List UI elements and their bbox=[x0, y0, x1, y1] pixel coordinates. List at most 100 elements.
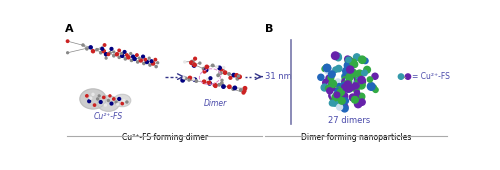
Circle shape bbox=[350, 59, 354, 64]
Circle shape bbox=[238, 75, 242, 79]
Circle shape bbox=[238, 75, 240, 77]
Circle shape bbox=[105, 57, 107, 59]
Circle shape bbox=[116, 53, 118, 56]
Circle shape bbox=[148, 57, 150, 59]
Text: 27 dimers: 27 dimers bbox=[328, 116, 370, 125]
Circle shape bbox=[202, 80, 206, 83]
Circle shape bbox=[350, 69, 357, 77]
Circle shape bbox=[326, 75, 332, 81]
Circle shape bbox=[108, 99, 110, 101]
Circle shape bbox=[130, 53, 132, 54]
Circle shape bbox=[220, 72, 222, 74]
Circle shape bbox=[343, 84, 349, 91]
Circle shape bbox=[342, 73, 348, 79]
Circle shape bbox=[330, 95, 336, 101]
Circle shape bbox=[339, 84, 345, 89]
Circle shape bbox=[368, 83, 375, 90]
Circle shape bbox=[188, 79, 190, 81]
Circle shape bbox=[104, 44, 106, 46]
Circle shape bbox=[346, 73, 352, 80]
Circle shape bbox=[235, 74, 238, 77]
Circle shape bbox=[154, 58, 156, 61]
Circle shape bbox=[110, 102, 113, 105]
Circle shape bbox=[209, 77, 212, 80]
Circle shape bbox=[335, 88, 341, 95]
Circle shape bbox=[358, 56, 366, 63]
Circle shape bbox=[322, 66, 327, 71]
Circle shape bbox=[344, 78, 350, 83]
Circle shape bbox=[121, 102, 124, 105]
Circle shape bbox=[342, 76, 348, 83]
Circle shape bbox=[347, 85, 353, 91]
Circle shape bbox=[86, 95, 88, 97]
Circle shape bbox=[143, 62, 145, 65]
Circle shape bbox=[208, 82, 212, 85]
Text: B: B bbox=[266, 24, 274, 34]
Circle shape bbox=[354, 83, 359, 88]
Circle shape bbox=[358, 79, 364, 86]
Circle shape bbox=[349, 72, 356, 79]
Circle shape bbox=[126, 101, 128, 103]
Circle shape bbox=[146, 61, 148, 64]
Circle shape bbox=[354, 90, 360, 95]
Circle shape bbox=[101, 47, 103, 50]
Circle shape bbox=[96, 98, 98, 100]
Ellipse shape bbox=[80, 89, 106, 109]
Circle shape bbox=[242, 91, 245, 94]
Circle shape bbox=[352, 95, 358, 102]
Circle shape bbox=[232, 88, 234, 90]
Circle shape bbox=[358, 93, 365, 100]
Circle shape bbox=[346, 74, 353, 81]
Circle shape bbox=[351, 77, 358, 84]
Circle shape bbox=[181, 79, 184, 82]
Circle shape bbox=[334, 53, 341, 60]
Circle shape bbox=[331, 99, 338, 106]
Circle shape bbox=[342, 84, 348, 90]
Circle shape bbox=[332, 52, 339, 59]
Circle shape bbox=[358, 76, 365, 83]
Circle shape bbox=[345, 79, 352, 86]
Circle shape bbox=[353, 79, 360, 86]
Circle shape bbox=[346, 78, 352, 83]
Circle shape bbox=[350, 79, 357, 86]
Circle shape bbox=[193, 63, 196, 66]
Circle shape bbox=[328, 71, 335, 78]
Circle shape bbox=[100, 101, 102, 103]
Circle shape bbox=[342, 79, 348, 85]
Circle shape bbox=[350, 94, 356, 101]
Circle shape bbox=[331, 92, 338, 98]
Circle shape bbox=[338, 95, 345, 103]
Circle shape bbox=[124, 58, 126, 60]
Circle shape bbox=[155, 65, 157, 68]
Text: = Cu²⁺-FS: = Cu²⁺-FS bbox=[412, 72, 450, 81]
Circle shape bbox=[112, 98, 115, 100]
Circle shape bbox=[96, 49, 98, 51]
Circle shape bbox=[334, 92, 340, 98]
Circle shape bbox=[354, 54, 360, 60]
Circle shape bbox=[356, 77, 363, 84]
Circle shape bbox=[343, 72, 350, 80]
Circle shape bbox=[126, 54, 128, 56]
Circle shape bbox=[342, 67, 350, 75]
Circle shape bbox=[104, 53, 108, 56]
Circle shape bbox=[220, 82, 223, 84]
Circle shape bbox=[152, 62, 154, 65]
Circle shape bbox=[346, 76, 352, 82]
Circle shape bbox=[358, 81, 365, 89]
Circle shape bbox=[184, 61, 186, 63]
Circle shape bbox=[354, 87, 359, 93]
Circle shape bbox=[109, 52, 111, 54]
Circle shape bbox=[203, 70, 206, 73]
Circle shape bbox=[362, 58, 368, 64]
Circle shape bbox=[102, 50, 106, 53]
Circle shape bbox=[139, 59, 142, 62]
Circle shape bbox=[202, 67, 205, 70]
Text: Cu²⁺-FS forming dimer: Cu²⁺-FS forming dimer bbox=[122, 133, 208, 142]
Circle shape bbox=[123, 51, 126, 53]
Ellipse shape bbox=[114, 94, 130, 107]
Circle shape bbox=[199, 62, 201, 64]
Circle shape bbox=[206, 78, 208, 80]
Circle shape bbox=[328, 82, 333, 88]
Circle shape bbox=[330, 91, 336, 98]
Circle shape bbox=[214, 83, 216, 87]
